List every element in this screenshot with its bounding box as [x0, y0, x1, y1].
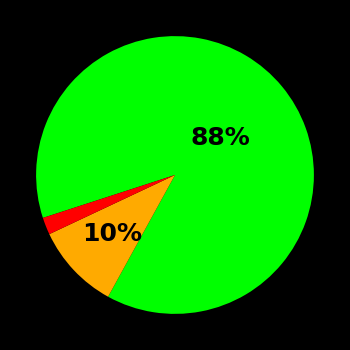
Text: 10%: 10%: [82, 222, 142, 246]
Text: 88%: 88%: [190, 126, 250, 150]
Wedge shape: [43, 175, 175, 234]
Wedge shape: [36, 36, 314, 314]
Wedge shape: [49, 175, 175, 297]
